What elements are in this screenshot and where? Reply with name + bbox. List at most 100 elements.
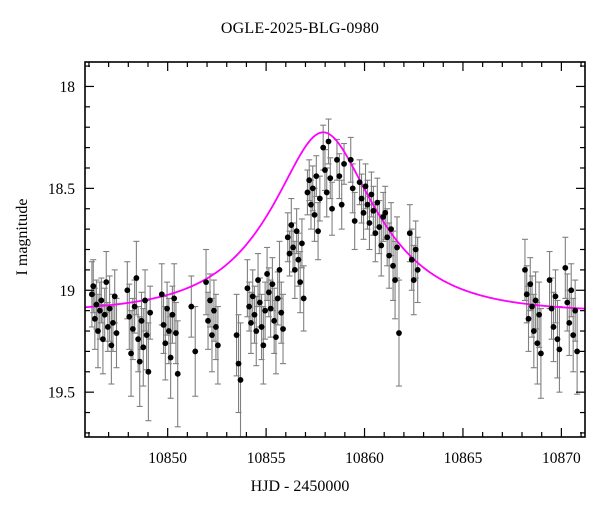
data-point <box>262 307 269 314</box>
data-point <box>384 234 391 241</box>
data-point <box>364 201 371 208</box>
data-point <box>527 281 534 288</box>
data-point <box>256 299 263 306</box>
data-point <box>546 277 553 283</box>
data-point <box>205 317 211 324</box>
data-point <box>211 307 217 314</box>
data-point <box>311 211 318 218</box>
data-point <box>336 173 343 180</box>
data-point <box>574 348 581 355</box>
data-point <box>129 326 136 332</box>
data-point <box>237 377 244 383</box>
data-point <box>358 195 365 202</box>
data-point <box>568 287 575 294</box>
data-point <box>366 220 373 226</box>
x-tick-label: 10865 <box>444 450 483 467</box>
data-point <box>550 324 557 330</box>
data-point <box>530 328 537 334</box>
data-point <box>309 185 316 192</box>
data-point <box>386 252 393 259</box>
data-point <box>396 330 402 336</box>
data-point <box>265 289 272 296</box>
data-point <box>104 324 111 330</box>
data-point <box>140 344 147 351</box>
data-point <box>394 244 400 251</box>
data-point-group <box>88 138 581 383</box>
data-point <box>410 277 417 283</box>
data-point <box>293 228 300 235</box>
data-point <box>378 242 385 249</box>
x-tick-label: 10870 <box>542 450 581 467</box>
data-point <box>271 317 278 324</box>
x-tick-label: 10860 <box>345 450 384 467</box>
data-point <box>145 368 152 375</box>
data-point <box>525 315 532 322</box>
data-point <box>128 350 134 357</box>
data-point <box>124 287 131 294</box>
data-point <box>552 293 559 300</box>
y-tick-label: 18.5 <box>48 181 75 198</box>
data-point <box>133 275 140 281</box>
data-point <box>529 303 535 310</box>
data-point <box>349 185 356 192</box>
data-point <box>113 330 120 336</box>
data-point <box>106 305 113 312</box>
data-point <box>273 334 279 341</box>
errorbar-group <box>88 118 581 438</box>
data-point <box>213 324 219 330</box>
data-point <box>165 328 172 334</box>
data-point <box>100 336 106 343</box>
data-point <box>207 297 213 304</box>
data-point <box>368 191 375 198</box>
data-point <box>246 303 253 310</box>
page-title: OGLE-2025-BLG-0980 <box>220 20 380 37</box>
data-point <box>356 179 363 186</box>
data-point <box>370 207 377 214</box>
data-point <box>258 324 265 330</box>
data-point <box>255 277 261 283</box>
data-point <box>306 177 313 184</box>
data-point <box>162 340 169 347</box>
data-point <box>142 297 148 304</box>
data-point <box>288 222 295 228</box>
x-tick-label: 10855 <box>247 450 286 467</box>
data-point <box>295 256 302 263</box>
data-point <box>249 293 256 300</box>
data-point <box>291 266 298 273</box>
data-point <box>136 358 143 365</box>
data-point <box>566 319 573 326</box>
data-point <box>276 266 283 273</box>
data-point <box>192 348 199 355</box>
data-point <box>572 307 579 314</box>
data-point <box>362 183 369 190</box>
data-point <box>564 299 571 306</box>
data-point <box>110 319 116 326</box>
axes-group <box>84 61 586 438</box>
data-point <box>147 309 154 316</box>
model-curve-group <box>84 131 586 310</box>
data-point <box>554 336 561 343</box>
data-point <box>138 317 145 324</box>
data-point <box>160 322 167 328</box>
data-point <box>334 156 340 163</box>
data-point <box>98 297 105 304</box>
data-point <box>235 360 242 367</box>
data-point <box>96 307 103 314</box>
data-point <box>372 230 379 237</box>
data-point <box>101 311 108 318</box>
data-point <box>286 250 293 257</box>
data-point <box>299 240 305 247</box>
data-point <box>269 281 276 288</box>
data-point <box>570 332 577 338</box>
data-point <box>414 266 421 273</box>
data-point <box>290 244 296 251</box>
data-point <box>536 311 543 318</box>
data-point <box>556 346 563 353</box>
data-point <box>135 336 142 343</box>
data-point <box>280 326 286 332</box>
data-point <box>267 305 274 312</box>
data-point <box>111 293 118 300</box>
data-point <box>264 271 270 277</box>
data-point <box>304 189 311 196</box>
